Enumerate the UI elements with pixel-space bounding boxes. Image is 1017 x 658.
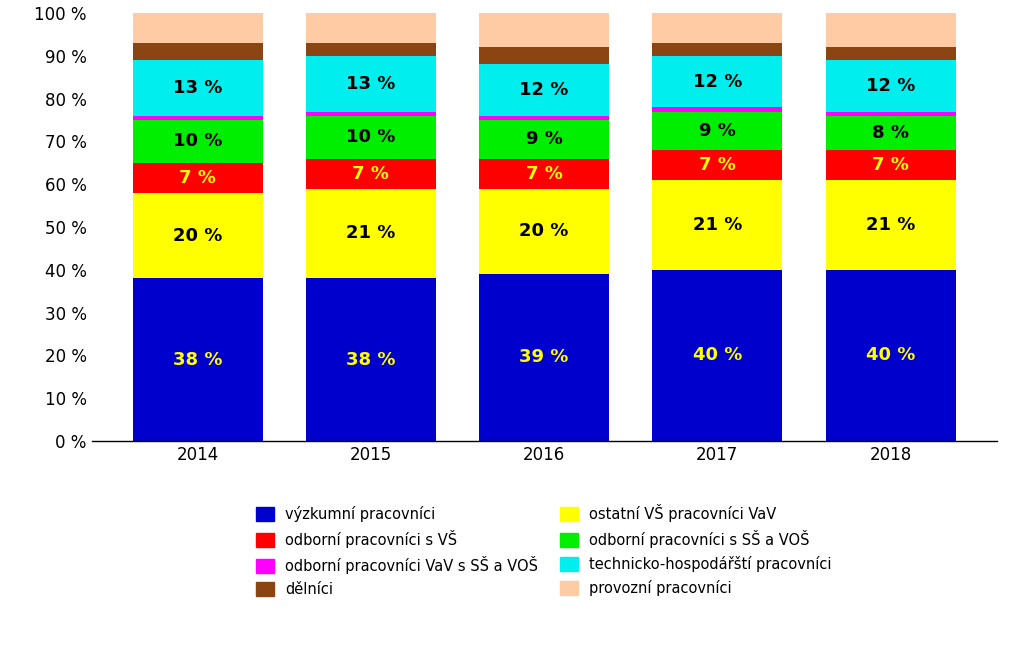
Text: 38 %: 38 % — [346, 351, 396, 368]
Bar — [479, 120, 609, 159]
Bar — [652, 56, 782, 107]
Bar — [306, 43, 436, 56]
Bar — [652, 43, 782, 56]
Bar — [132, 116, 262, 120]
Text: 10 %: 10 % — [173, 132, 223, 151]
Bar — [306, 188, 436, 278]
Bar — [306, 111, 436, 116]
Text: 12 %: 12 % — [865, 77, 915, 95]
Text: 7 %: 7 % — [179, 169, 216, 187]
Bar — [826, 13, 956, 47]
Text: 13 %: 13 % — [346, 75, 396, 93]
Bar — [652, 107, 782, 111]
Bar — [652, 180, 782, 270]
Bar — [132, 61, 262, 116]
Bar — [306, 278, 436, 441]
Bar — [306, 159, 436, 188]
Bar — [132, 193, 262, 278]
Bar — [826, 111, 956, 116]
Bar — [306, 13, 436, 43]
Text: 21 %: 21 % — [346, 224, 396, 242]
Bar — [306, 56, 436, 111]
Text: 7 %: 7 % — [699, 156, 735, 174]
Text: 20 %: 20 % — [173, 226, 223, 245]
Bar — [826, 47, 956, 60]
Text: 21 %: 21 % — [865, 216, 915, 234]
Text: 7 %: 7 % — [526, 164, 562, 182]
Text: 8 %: 8 % — [872, 124, 909, 142]
Text: 9 %: 9 % — [699, 122, 735, 139]
Text: 39 %: 39 % — [520, 349, 569, 367]
Text: 40 %: 40 % — [693, 346, 742, 365]
Bar — [479, 13, 609, 47]
Bar — [132, 278, 262, 441]
Text: 12 %: 12 % — [520, 81, 569, 99]
Bar — [132, 163, 262, 193]
Bar — [479, 47, 609, 64]
Bar — [479, 159, 609, 188]
Text: 7 %: 7 % — [873, 156, 909, 174]
Legend: výzkumní pracovníci, odborní pracovníci s VŠ, odborní pracovníci VaV s SŠ a VOŠ,: výzkumní pracovníci, odborní pracovníci … — [256, 504, 832, 597]
Bar — [652, 270, 782, 441]
Bar — [479, 188, 609, 274]
Text: 38 %: 38 % — [173, 351, 223, 368]
Bar — [652, 13, 782, 43]
Text: 20 %: 20 % — [520, 222, 569, 240]
Text: 40 %: 40 % — [865, 346, 915, 365]
Text: 7 %: 7 % — [353, 164, 390, 182]
Text: 12 %: 12 % — [693, 72, 742, 91]
Text: 13 %: 13 % — [173, 79, 223, 97]
Bar — [479, 116, 609, 120]
Bar — [652, 111, 782, 150]
Text: 10 %: 10 % — [346, 128, 396, 146]
Bar — [826, 150, 956, 180]
Bar — [826, 116, 956, 150]
Bar — [306, 116, 436, 159]
Text: 21 %: 21 % — [693, 216, 742, 234]
Bar — [652, 150, 782, 180]
Bar — [479, 64, 609, 116]
Bar — [826, 270, 956, 441]
Bar — [826, 61, 956, 111]
Bar — [479, 274, 609, 441]
Text: 9 %: 9 % — [526, 130, 562, 148]
Bar — [132, 120, 262, 163]
Bar — [132, 13, 262, 43]
Bar — [826, 180, 956, 270]
Bar — [132, 43, 262, 60]
